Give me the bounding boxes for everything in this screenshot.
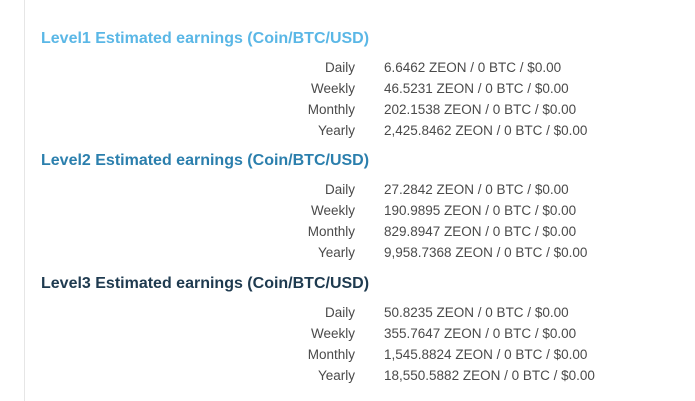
row-label: Yearly [317, 245, 355, 260]
level1-row-yearly: Yearly 2,425.8462 ZEON / 0 BTC / $0.00 [41, 120, 681, 141]
level3-row-yearly: Yearly 18,550.5882 ZEON / 0 BTC / $0.00 [41, 365, 681, 386]
row-value: 829.8947 ZEON / 0 BTC / $0.00 [384, 224, 577, 239]
row-value: 190.9895 ZEON / 0 BTC / $0.00 [384, 203, 577, 218]
row-label: Weekly [310, 326, 355, 341]
level1-rows: Daily 6.6462 ZEON / 0 BTC / $0.00 Weekly… [41, 57, 681, 141]
level1-title: Level1 Estimated earnings (Coin/BTC/USD) [41, 30, 370, 47]
row-value: 9,958.7368 ZEON / 0 BTC / $0.00 [384, 245, 588, 260]
row-label: Yearly [317, 368, 355, 383]
row-label: Daily [324, 182, 355, 197]
level3-row-weekly: Weekly 355.7647 ZEON / 0 BTC / $0.00 [41, 323, 681, 344]
level2-section: Level2 Estimated earnings (Coin/BTC/USD)… [41, 151, 681, 263]
level1-row-weekly: Weekly 46.5231 ZEON / 0 BTC / $0.00 [41, 78, 681, 99]
level2-row-weekly: Weekly 190.9895 ZEON / 0 BTC / $0.00 [41, 200, 681, 221]
row-label: Daily [324, 60, 355, 75]
row-label: Weekly [310, 81, 355, 96]
row-label: Monthly [307, 347, 355, 362]
level1-row-monthly: Monthly 202.1538 ZEON / 0 BTC / $0.00 [41, 99, 681, 120]
row-value: 50.8235 ZEON / 0 BTC / $0.00 [384, 305, 569, 320]
level2-rows: Daily 27.2842 ZEON / 0 BTC / $0.00 Weekl… [41, 179, 681, 263]
row-value: 355.7647 ZEON / 0 BTC / $0.00 [384, 326, 577, 341]
row-label: Weekly [310, 203, 355, 218]
level2-title: Level2 Estimated earnings (Coin/BTC/USD) [41, 152, 370, 169]
level1-section: Level1 Estimated earnings (Coin/BTC/USD)… [41, 29, 681, 141]
row-label: Monthly [307, 224, 355, 239]
level3-title: Level3 Estimated earnings (Coin/BTC/USD) [41, 275, 370, 292]
level2-row-daily: Daily 27.2842 ZEON / 0 BTC / $0.00 [41, 179, 681, 200]
row-value: 6.6462 ZEON / 0 BTC / $0.00 [384, 60, 562, 75]
level1-row-daily: Daily 6.6462 ZEON / 0 BTC / $0.00 [41, 57, 681, 78]
row-label: Monthly [307, 102, 355, 117]
level2-row-yearly: Yearly 9,958.7368 ZEON / 0 BTC / $0.00 [41, 242, 681, 263]
row-value: 2,425.8462 ZEON / 0 BTC / $0.00 [384, 123, 588, 138]
level2-row-monthly: Monthly 829.8947 ZEON / 0 BTC / $0.00 [41, 221, 681, 242]
row-label: Yearly [317, 123, 355, 138]
level3-section: Level3 Estimated earnings (Coin/BTC/USD)… [41, 274, 681, 386]
level3-rows: Daily 50.8235 ZEON / 0 BTC / $0.00 Weekl… [41, 302, 681, 386]
row-label: Daily [324, 305, 355, 320]
row-value: 27.2842 ZEON / 0 BTC / $0.00 [384, 182, 569, 197]
row-value: 46.5231 ZEON / 0 BTC / $0.00 [384, 81, 569, 96]
level3-row-monthly: Monthly 1,545.8824 ZEON / 0 BTC / $0.00 [41, 344, 681, 365]
level3-row-daily: Daily 50.8235 ZEON / 0 BTC / $0.00 [41, 302, 681, 323]
row-value: 1,545.8824 ZEON / 0 BTC / $0.00 [384, 347, 588, 362]
earnings-panel: Level1 Estimated earnings (Coin/BTC/USD)… [24, 0, 695, 401]
row-value: 202.1538 ZEON / 0 BTC / $0.00 [384, 102, 577, 117]
row-value: 18,550.5882 ZEON / 0 BTC / $0.00 [384, 368, 595, 383]
